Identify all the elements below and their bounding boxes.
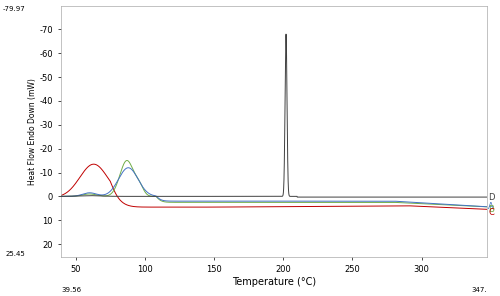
X-axis label: Temperature (°C): Temperature (°C) — [232, 277, 316, 287]
Text: -79.97: -79.97 — [2, 6, 25, 12]
Text: C: C — [488, 208, 494, 217]
Y-axis label: Heat Flow Endo Down (mW): Heat Flow Endo Down (mW) — [28, 78, 36, 185]
Text: D: D — [488, 193, 494, 202]
Text: 39.56: 39.56 — [61, 287, 82, 293]
Text: A: A — [488, 202, 494, 211]
Text: 347.: 347. — [471, 287, 486, 293]
Text: 25.45: 25.45 — [6, 251, 25, 257]
Text: B: B — [488, 205, 494, 214]
